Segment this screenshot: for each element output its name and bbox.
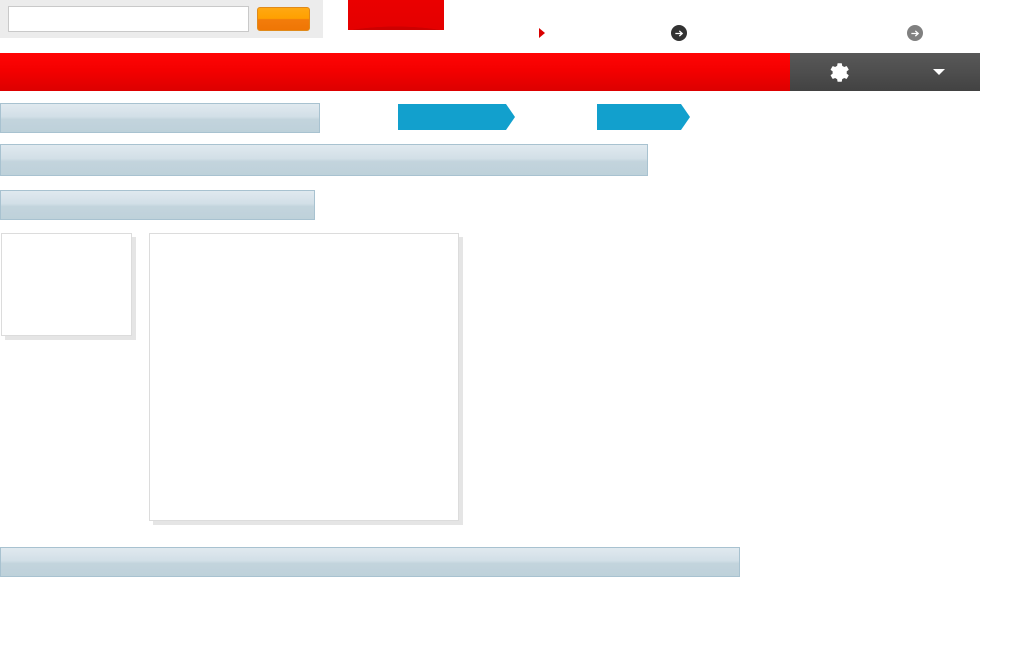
search-button[interactable] (257, 7, 310, 31)
chevron-down-icon[interactable] (933, 69, 945, 75)
tab-point-icon (506, 104, 515, 130)
brand-logo[interactable] (348, 0, 444, 30)
circle-arrow-right-muted-icon[interactable] (907, 25, 923, 41)
search-bar (0, 0, 323, 38)
navbar-account-section[interactable] (790, 53, 980, 91)
tab-secondary[interactable] (597, 104, 690, 130)
gear-icon[interactable] (829, 62, 850, 83)
headline-placeholder (0, 103, 320, 133)
play-triangle-icon[interactable] (539, 28, 545, 38)
tab-primary[interactable] (398, 104, 515, 130)
circle-arrow-right-icon[interactable] (671, 25, 687, 41)
main-navbar[interactable] (0, 53, 790, 91)
tab-point-icon (681, 104, 690, 130)
thumbnail-card[interactable] (1, 233, 132, 336)
search-input[interactable] (8, 6, 249, 32)
footer-placeholder (0, 547, 740, 577)
main-content-card[interactable] (149, 233, 459, 521)
meta-placeholder (0, 190, 315, 220)
subheadline-placeholder (0, 144, 648, 176)
